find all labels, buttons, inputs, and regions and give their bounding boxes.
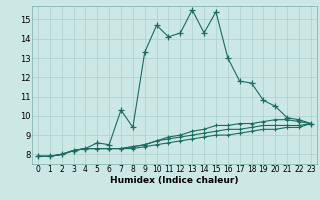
X-axis label: Humidex (Indice chaleur): Humidex (Indice chaleur) [110, 176, 239, 185]
